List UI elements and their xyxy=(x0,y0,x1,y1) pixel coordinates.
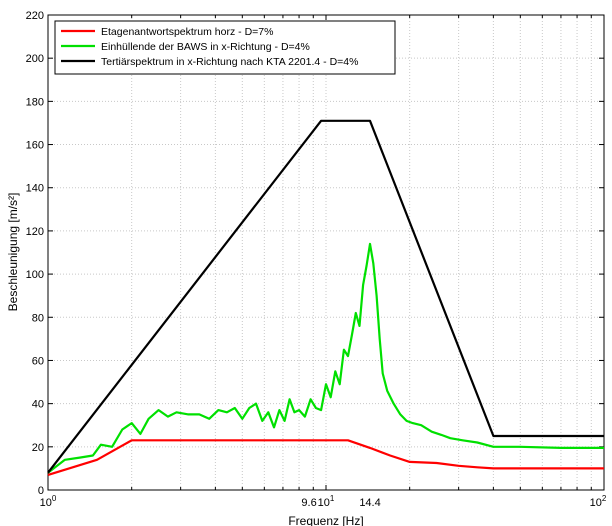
y-tick-label: 200 xyxy=(26,53,44,65)
x-tick-label: 101 xyxy=(318,494,335,509)
y-tick-label: 220 xyxy=(26,10,44,22)
x-axis-label: Frequenz [Hz] xyxy=(288,514,363,526)
legend: Etagenantwortspektrum horz - D=7% Einhüll… xyxy=(54,20,396,75)
y-axis-ticks: 0 20 40 60 80 100 120 140 160 180 200 220 xyxy=(26,10,604,497)
y-axis-label: Beschleunigung [m/s²] xyxy=(6,193,20,312)
y-tick-label: 40 xyxy=(32,399,44,411)
x-axis-ticks: 100 101 102 9.6 14.4 xyxy=(40,15,607,509)
series-line-2 xyxy=(47,242,604,474)
series-line-3 xyxy=(47,119,604,474)
y-tick-label: 80 xyxy=(32,312,44,324)
y-tick-label: 120 xyxy=(26,226,44,238)
x-extra-label: 14.4 xyxy=(359,497,380,509)
grid xyxy=(48,15,604,490)
legend-label-2: Einhüllende der BAWS in x-Richtung - D=4… xyxy=(101,41,310,53)
y-tick-label: 0 xyxy=(38,485,44,497)
y-tick-label: 20 xyxy=(32,442,44,454)
x-tick-label: 102 xyxy=(590,494,607,509)
series-line-1 xyxy=(47,439,604,476)
x-tick-label: 100 xyxy=(40,494,57,509)
y-tick-label: 180 xyxy=(26,96,44,108)
legend-label-1: Etagenantwortspektrum horz - D=7% xyxy=(101,26,273,38)
y-tick-label: 160 xyxy=(26,140,44,152)
x-extra-label: 9.6 xyxy=(301,497,316,509)
series-lines xyxy=(47,119,604,476)
legend-label-3: Tertiärspektrum in x-Richtung nach KTA 2… xyxy=(101,56,358,68)
y-tick-label: 140 xyxy=(26,183,44,195)
y-tick-label: 100 xyxy=(26,269,44,281)
legend-box xyxy=(54,20,396,75)
y-tick-label: 60 xyxy=(32,355,44,367)
